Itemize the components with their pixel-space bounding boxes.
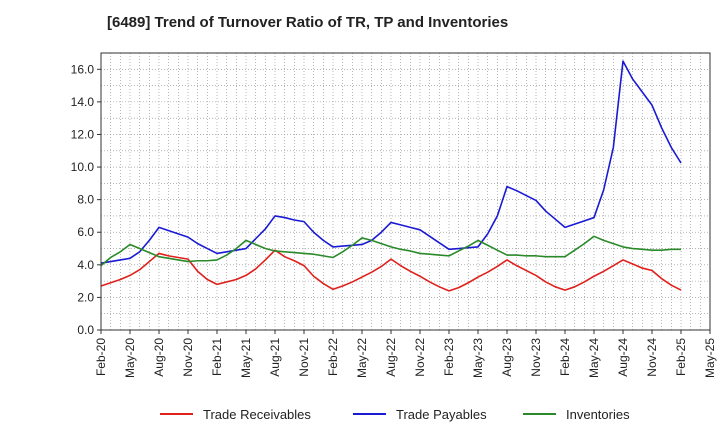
chart-title: [6489] Trend of Turnover Ratio of TR, TP… [107, 14, 509, 31]
x-tick-label: Feb-23 [442, 338, 456, 376]
legend-label: Trade Payables [396, 407, 487, 422]
x-tick-label: Aug-22 [384, 338, 398, 377]
x-tick-label: Aug-21 [268, 338, 282, 377]
y-tick-label: 16.0 [71, 62, 95, 76]
x-tick-label: May-22 [355, 338, 369, 378]
x-tick-label: Feb-20 [94, 338, 108, 376]
legend-label: Trade Receivables [203, 407, 311, 422]
y-tick-label: 8.0 [77, 193, 94, 207]
x-tick-label: Feb-24 [558, 338, 572, 376]
y-tick-label: 12.0 [71, 127, 95, 141]
x-tick-label: Nov-24 [645, 338, 659, 377]
plot-frame [100, 52, 711, 331]
y-tick-label: 10.0 [71, 160, 95, 174]
x-tick-label: Feb-25 [674, 338, 688, 376]
y-axis: 0.0 2.0 4.0 6.0 8.0 10.0 12.0 14.0 16.0 [71, 62, 101, 337]
x-tick-label: Nov-21 [297, 338, 311, 377]
x-tick-label: Nov-23 [529, 338, 543, 377]
x-tick-label: Feb-21 [210, 338, 224, 376]
x-tick-label: May-21 [239, 338, 253, 378]
x-tick-label: Aug-23 [500, 338, 514, 377]
series-line-trade-payables [100, 60, 682, 264]
x-tick-label: Feb-22 [326, 338, 340, 376]
x-tick-label: Aug-24 [616, 338, 630, 377]
x-tick-label: Nov-20 [181, 338, 195, 377]
x-axis: Feb-20 May-20 Aug-20 Nov-20 Feb-21 May-21 Aug-… [94, 330, 717, 378]
x-tick-label: May-25 [703, 338, 717, 378]
x-tick-label: May-23 [471, 338, 485, 378]
x-tick-label: Aug-20 [152, 338, 166, 377]
series-lines [100, 60, 682, 292]
y-tick-label: 6.0 [77, 225, 94, 239]
y-tick-label: 14.0 [71, 95, 95, 109]
x-tick-label: Nov-22 [413, 338, 427, 377]
legend-label: Inventories [566, 407, 630, 422]
y-tick-label: 4.0 [77, 258, 94, 272]
x-tick-label: May-20 [123, 338, 137, 378]
y-tick-label: 2.0 [77, 290, 94, 304]
y-tick-label: 0.0 [77, 323, 94, 337]
series-line-trade-receivables [100, 249, 682, 292]
x-tick-label: May-24 [587, 338, 601, 378]
series-line-inventories [100, 235, 681, 267]
legend: Trade Receivables Trade Payables Inventori… [160, 407, 630, 422]
